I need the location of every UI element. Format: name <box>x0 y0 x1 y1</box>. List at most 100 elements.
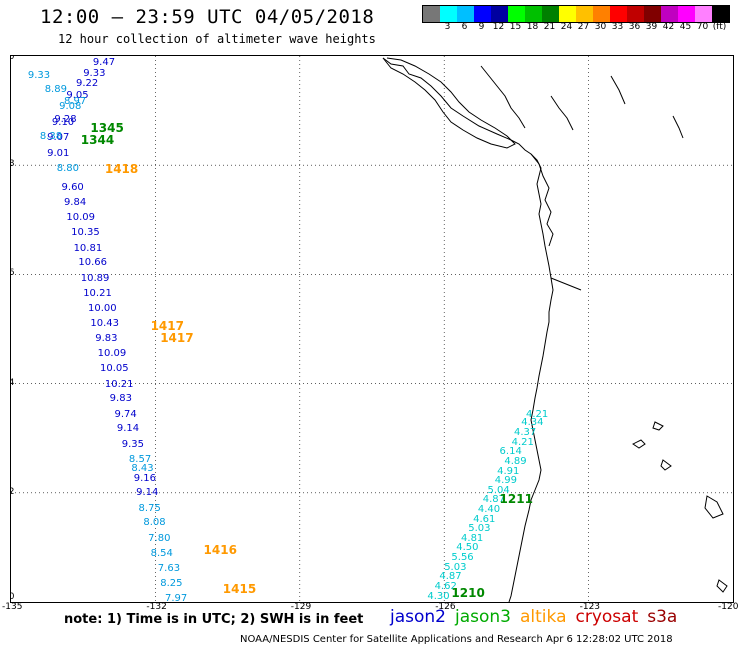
pass-time-label: 1210 <box>451 586 485 601</box>
color-scale-label: 42 <box>662 22 675 32</box>
swh-value: 7.80 <box>148 532 171 544</box>
pass-time-label: 1418 <box>104 162 139 177</box>
coastline-islands-b <box>652 421 664 431</box>
swh-value: 9.14 <box>136 487 159 499</box>
pass-time-label: 1344 <box>80 133 115 148</box>
swh-value: 10.66 <box>78 257 108 269</box>
lon-label: -132 <box>146 602 167 612</box>
color-swatch <box>525 6 542 22</box>
lon-label: -123 <box>579 602 601 612</box>
color-swatch <box>457 6 474 22</box>
pass-time-label: 1417 <box>150 319 184 334</box>
color-swatch <box>644 6 661 22</box>
swh-value: 4.50 <box>456 542 479 554</box>
lon-label: -129 <box>290 602 312 612</box>
swh-value: 10.21 <box>83 288 112 300</box>
color-scale-label: 18 <box>526 22 539 32</box>
swh-value: 8.43 <box>131 463 154 475</box>
color-swatch <box>678 6 695 22</box>
color-scale-label: 39 <box>645 22 658 32</box>
swh-value: 4.87 <box>439 571 462 583</box>
swh-value: 9.01 <box>47 147 70 159</box>
swh-value: 8.89 <box>44 84 67 96</box>
color-scale-label: 12 <box>492 22 505 32</box>
coastline-inland-c <box>610 75 626 105</box>
color-scale-label: 3 <box>444 22 451 32</box>
lat-label: 42 <box>11 487 14 497</box>
swh-value: 5.03 <box>444 561 467 573</box>
coastline-islands-e <box>660 459 672 471</box>
legend-item-jason2: jason2 <box>390 607 446 627</box>
swh-value: 8.97 <box>63 96 87 108</box>
lon-label: -126 <box>435 602 456 612</box>
color-swatch <box>542 6 559 22</box>
color-scale-label: 36 <box>628 22 641 32</box>
swh-value: 9.14 <box>116 423 140 435</box>
swh-value: 10.09 <box>66 212 95 224</box>
legend-item-s3a: s3a <box>647 607 678 627</box>
swh-value: 8.75 <box>138 502 161 514</box>
color-scale-label: 27 <box>577 22 590 32</box>
pass-time-label: 1416 <box>203 542 237 557</box>
swh-value: 4.89 <box>504 456 527 468</box>
satellite-legend: jason2 jason3 altika cryosat s3a <box>390 607 686 627</box>
swh-value: 9.83 <box>95 333 118 345</box>
legend-item-jason3: jason3 <box>455 607 511 627</box>
swh-value: 10.89 <box>80 272 110 284</box>
swh-value: 9.16 <box>133 472 156 484</box>
coastline-vancouver-island <box>382 57 516 149</box>
swh-value: 4.21 <box>511 436 534 448</box>
coastline-islands-c <box>704 495 724 519</box>
color-scale-label: (ft) <box>712 22 727 32</box>
lat-label: 50 <box>11 56 14 62</box>
coastline <box>382 57 728 602</box>
coastline-islands-a <box>632 439 646 449</box>
swh-value: 8.25 <box>160 577 183 589</box>
swh-value: 4.99 <box>494 475 517 487</box>
swh-value: 9.33 <box>83 68 106 80</box>
color-swatch <box>440 6 457 22</box>
legend-item-altika: altika <box>520 607 567 627</box>
color-scale-label: 30 <box>594 22 607 32</box>
swh-value: 9.07 <box>47 131 70 143</box>
swh-value: 9.08 <box>59 101 82 113</box>
lon-label: -135 <box>2 602 23 612</box>
swh-value: 10.09 <box>97 348 127 360</box>
swh-value: 9.28 <box>54 113 77 125</box>
legend-item-cryosat: cryosat <box>575 607 639 627</box>
swh-value: 10.81 <box>73 242 103 254</box>
swh-value: 4.40 <box>477 504 501 516</box>
pass-time-label: 1345 <box>90 121 124 136</box>
swh-value: 9.74 <box>114 408 137 420</box>
swh-value: 8.38 <box>39 131 63 143</box>
swh-value: 4.34 <box>521 417 544 429</box>
color-scale-label: 6 <box>461 22 468 32</box>
chart-title: 12:00 – 23:59 UTC 04/05/2018 <box>40 6 375 28</box>
color-scale-bar <box>422 5 730 23</box>
swh-value: 4.61 <box>473 513 496 525</box>
swh-value: 9.84 <box>63 197 87 209</box>
swh-value: 4.37 <box>513 427 537 439</box>
color-scale-label: 21 <box>543 22 556 32</box>
swh-value: 4.62 <box>434 581 457 593</box>
map-panel: 504846444240 9.479.339.229.059.289.109.0… <box>10 55 734 603</box>
coastline-islands-d <box>716 579 728 593</box>
lat-label: 44 <box>11 378 14 388</box>
color-scale-label: 33 <box>611 22 624 32</box>
pass-time-label: 1415 <box>222 582 257 597</box>
swh-value: 4.30 <box>427 590 450 602</box>
swh-value: 4.91 <box>497 465 520 477</box>
swh-value: 8.54 <box>150 547 173 559</box>
color-swatch <box>576 6 593 22</box>
color-swatch <box>559 6 576 22</box>
color-swatch <box>610 6 627 22</box>
footnote: note: 1) Time is in UTC; 2) SWH is in fe… <box>64 612 364 627</box>
coastline-puget-sound <box>530 153 554 247</box>
credit-line: NOAA/NESDIS Center for Satellite Applica… <box>240 634 673 645</box>
color-swatch <box>474 6 491 22</box>
pass-time-label: 1417 <box>160 331 194 346</box>
swh-value: 8.80 <box>56 163 79 175</box>
swh-value: 7.63 <box>157 562 181 574</box>
color-scale-label: 45 <box>679 22 692 32</box>
swh-value: 10.35 <box>71 227 100 239</box>
